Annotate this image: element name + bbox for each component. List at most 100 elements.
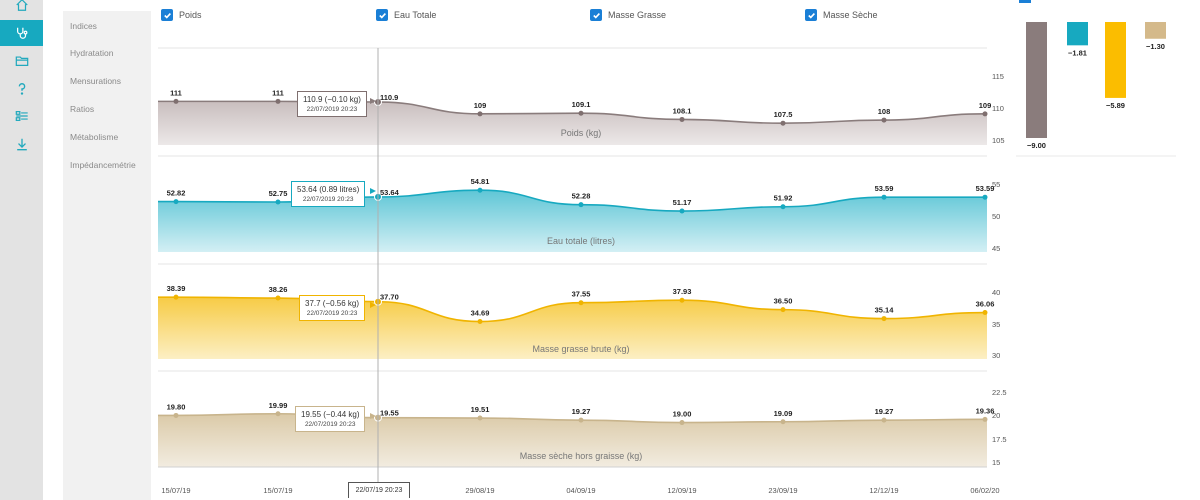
tooltip-pointer [370, 188, 376, 194]
checkbox-checked-icon[interactable] [805, 9, 817, 21]
help-icon[interactable] [0, 76, 43, 102]
data-label: 54.81 [471, 177, 490, 186]
tooltip-date: 22/07/2019 20:23 [306, 310, 358, 317]
y-tick-label: 50 [992, 212, 1000, 221]
data-point [578, 110, 584, 116]
x-tick-label: 15/07/19 [161, 486, 190, 495]
submenu-item-hydratation[interactable]: Hydratation [70, 48, 114, 58]
submenu-active-tab[interactable] [63, 0, 151, 11]
data-point [780, 419, 786, 425]
stethoscope-icon[interactable] [0, 20, 43, 46]
data-label: 19.09 [774, 409, 793, 418]
chart-panel-0: 115 110 105 111 111 110.9 109 109.1 108.1 107.5 10… [158, 47, 1005, 145]
delta-label: −9.00 [1027, 141, 1046, 150]
legend-poids[interactable]: Poids [161, 9, 202, 21]
submenu-item-metabolisme[interactable]: Métabolisme [70, 132, 119, 142]
x-tick-label: 15/07/19 [263, 486, 292, 495]
list-settings-icon[interactable] [0, 103, 43, 129]
tooltip-masse-seche: 19.55 (−0.44 kg) 22/07/2019 20:23 [295, 406, 366, 432]
data-label: 52.82 [167, 189, 186, 198]
data-point [780, 204, 786, 210]
tooltip-pointer [370, 302, 376, 308]
x-tick-label: 12/12/19 [869, 486, 898, 495]
submenu-item-ratios[interactable]: Ratios [70, 104, 95, 114]
data-label: 110.9 [380, 93, 398, 102]
data-label: 37.55 [572, 290, 591, 299]
data-label: 37.70 [380, 293, 399, 302]
data-point [477, 187, 483, 193]
data-label: 35.14 [875, 306, 895, 315]
data-label: 109.1 [572, 100, 591, 109]
data-label: 51.17 [673, 198, 692, 207]
data-label: 37.93 [673, 287, 692, 296]
data-label: 111 [170, 88, 182, 97]
chart-panel-3: 22.5 20 17.5 15 19.80 19.99 19.55 19.51 19.27 19.… [158, 370, 1007, 467]
legend-eau-totale[interactable]: Eau Totale [376, 9, 436, 21]
submenu-item-impedancemetrie[interactable]: Impédancemétrie [70, 160, 136, 170]
tooltip-date: 22/07/2019 20:23 [302, 196, 354, 203]
data-label: 53.64 [380, 188, 400, 197]
checkbox-checked-icon[interactable] [161, 9, 173, 21]
data-point [982, 194, 988, 200]
tooltip-pointer [370, 98, 376, 104]
data-label: 53.59 [875, 184, 894, 193]
data-point [679, 420, 685, 426]
y-tick-label: 17.5 [992, 435, 1007, 444]
legend-masse-seche[interactable]: Masse Sèche [805, 9, 878, 21]
data-label: 108.1 [673, 106, 692, 115]
data-label: 19.27 [572, 407, 591, 416]
legend-label: Poids [179, 10, 202, 20]
tooltip-pointer [370, 413, 376, 419]
crosshair-date-label: 22/07/19 20:23 [348, 482, 410, 498]
data-label: 38.39 [167, 284, 186, 293]
x-tick-label: 12/09/19 [667, 486, 696, 495]
x-tick-label: 04/09/19 [566, 486, 595, 495]
checkbox-checked-icon[interactable] [376, 9, 388, 21]
chart-title: Masse grasse brute (kg) [532, 344, 629, 354]
data-label: 53.59 [976, 184, 995, 193]
data-point [173, 98, 179, 104]
right-panel-checkbox[interactable] [1019, 0, 1031, 3]
chart-panel-1: 55 50 45 52.82 52.75 53.64 54.81 52.28 51.17 51.9… [157, 155, 1000, 253]
data-point [275, 411, 281, 417]
data-label: 108 [878, 107, 891, 116]
submenu-item-mensurations[interactable]: Mensurations [70, 76, 122, 86]
data-point [982, 416, 988, 422]
x-tick-label: 23/09/19 [768, 486, 797, 495]
data-label: 19.99 [269, 401, 288, 410]
download-icon[interactable] [0, 131, 43, 157]
submenu-item-indices[interactable]: Indices [70, 21, 97, 31]
x-tick-label: 29/08/19 [465, 486, 494, 495]
chart-title: Masse sèche hors graisse (kg) [520, 451, 643, 461]
series-line [158, 412, 986, 424]
tooltip-value: 37.7 (−0.56 kg) [305, 299, 360, 308]
delta-bar-chart: −9.00 −1.81 −5.89 −1.30 [1016, 22, 1176, 157]
legend-label: Eau Totale [394, 10, 437, 20]
data-point [275, 295, 281, 301]
data-label: 19.51 [471, 405, 490, 414]
folder-icon[interactable] [0, 48, 43, 74]
data-point [275, 98, 281, 104]
data-point [780, 120, 786, 126]
tooltip-value: 19.55 (−0.44 kg) [301, 410, 360, 419]
data-point [578, 300, 584, 306]
chart-title: Eau totale (litres) [547, 236, 615, 246]
submenu-panel: Indices Hydratation Mensurations Ratios … [63, 0, 151, 500]
y-tick-label: 22.5 [992, 388, 1007, 397]
y-tick-label: 30 [992, 351, 1000, 360]
tooltip-value: 110.9 (−0.10 kg) [303, 95, 361, 104]
data-point [679, 297, 685, 303]
data-point [679, 116, 685, 122]
y-tick-label: 105 [992, 136, 1005, 145]
data-point [881, 194, 887, 200]
data-label: 19.36 [976, 406, 995, 415]
data-label: 36.50 [774, 297, 793, 306]
checkbox-checked-icon[interactable] [590, 9, 602, 21]
delta-label: −1.81 [1068, 48, 1087, 57]
data-point [275, 199, 281, 205]
left-nav-rail [0, 0, 43, 500]
data-point [173, 294, 179, 300]
home-icon[interactable] [0, 0, 43, 18]
legend-masse-grasse[interactable]: Masse Grasse [590, 9, 666, 21]
data-point [578, 417, 584, 423]
